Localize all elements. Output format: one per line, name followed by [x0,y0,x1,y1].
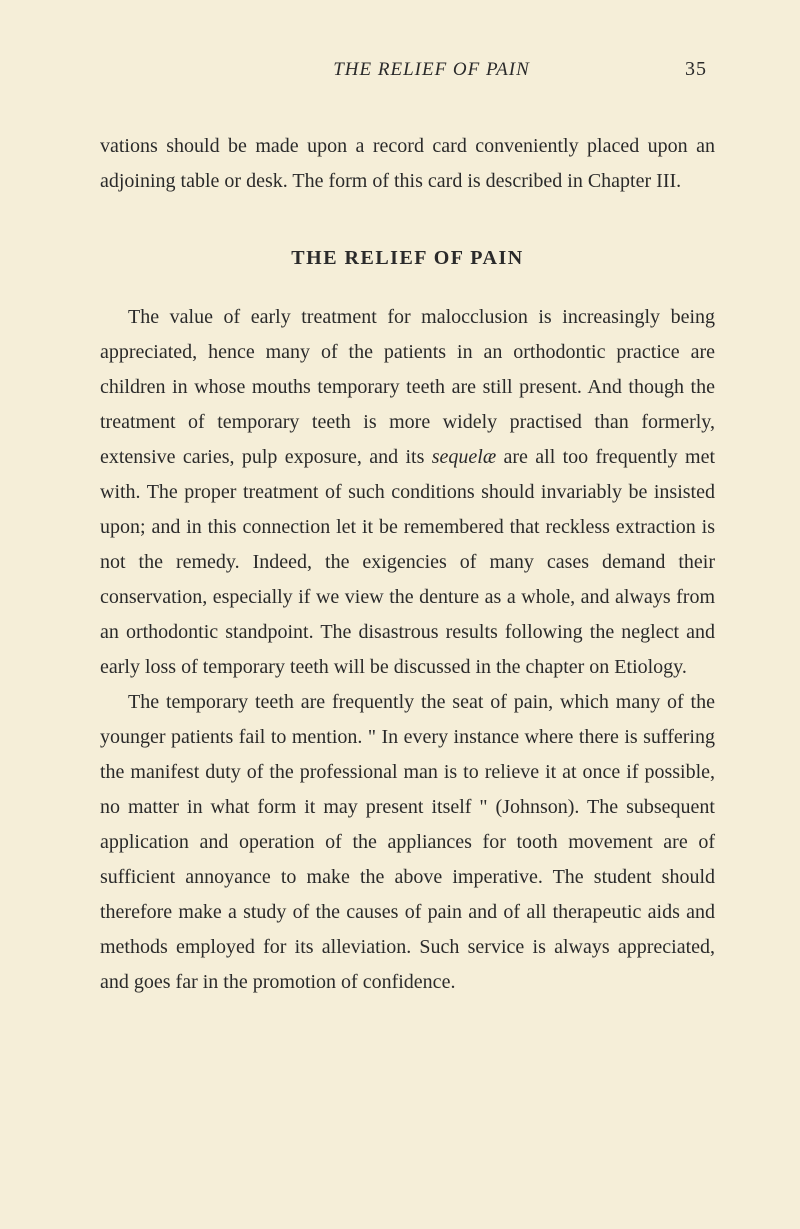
running-title: THE RELIEF OF PAIN [108,59,685,81]
para2-italic: sequelæ [432,446,496,468]
para2-part-a: The value of early treatment for maloccl… [100,306,715,468]
paragraph-3: The temporary teeth are frequently the s… [100,685,715,1000]
page-number: 35 [685,58,707,81]
page-header: THE RELIEF OF PAIN 35 [100,58,715,81]
section-title: THE RELIEF OF PAIN [100,247,715,270]
paragraph-2: The value of early treatment for maloccl… [100,300,715,685]
para2-part-b: are all too frequently met with. The pro… [100,446,715,678]
paragraph-continuation: vations should be made upon a record car… [100,129,715,199]
